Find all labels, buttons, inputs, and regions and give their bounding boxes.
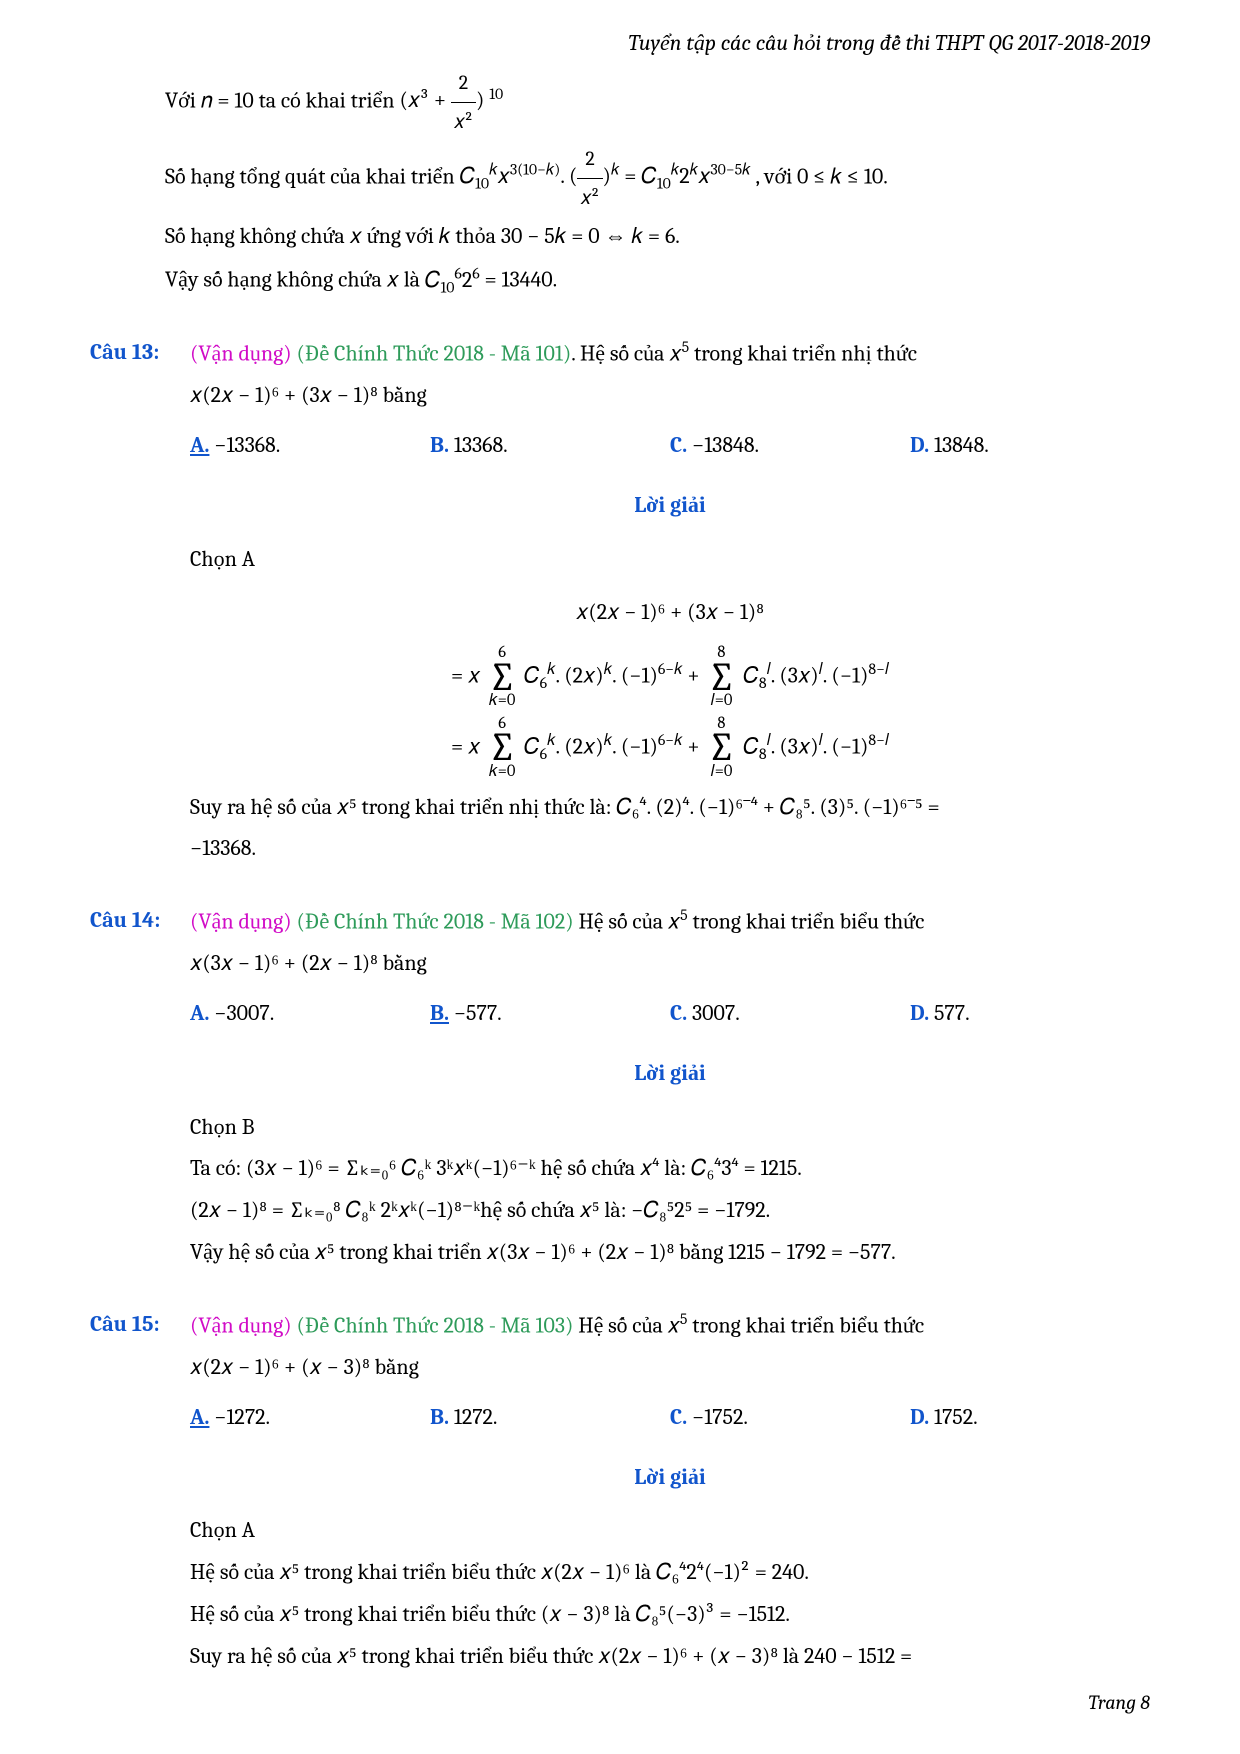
opt-text: 577. xyxy=(934,1000,970,1026)
option-a[interactable]: A. −1272. xyxy=(190,1397,430,1439)
text: Hệ số của 𝑥 xyxy=(574,908,680,934)
options: A. −1272. B. 1272. C. −1752. D. 1752. xyxy=(190,1397,1150,1439)
opt-text: −13848. xyxy=(692,432,759,458)
sol-line-3: Vậy hệ số của 𝑥⁵ trong khai triển 𝑥(3𝑥 −… xyxy=(190,1232,1150,1274)
option-b[interactable]: B. 13368. xyxy=(430,425,670,467)
text: Với 𝑛 = 10 ta có khai triển xyxy=(165,87,399,113)
math-expr: (𝑥³ + 2𝑥²) xyxy=(399,87,489,113)
question-body: (Vận dụng) (Đề Chính Thức 2018 - Mã 102)… xyxy=(190,900,1150,1274)
opt-text: 1752. xyxy=(934,1404,978,1430)
text: trong khai triển biểu thức xyxy=(687,1312,924,1338)
display-math-1: 𝑥(2𝑥 − 1)⁶ + (3𝑥 − 1)⁸ xyxy=(190,586,1150,639)
text: Hệ số của 𝑥 xyxy=(573,1312,679,1338)
option-d[interactable]: D. 1752. xyxy=(910,1397,1150,1439)
solution-heading: Lời giải xyxy=(190,1457,1150,1499)
option-b[interactable]: B. 1272. xyxy=(430,1397,670,1439)
opt-text: −1752. xyxy=(692,1404,748,1430)
text: Số hạng tổng quát của khai triển xyxy=(165,163,460,189)
option-d[interactable]: D. 13848. xyxy=(910,425,1150,467)
conclusion-1: Suy ra hệ số của 𝑥⁵ trong khai triển nhị… xyxy=(190,787,1150,829)
sol-line-1: Ta có: (3𝑥 − 1)⁶ = ∑ₖ₌₀⁶ 𝐶₆ᵏ 3ᵏ𝑥ᵏ(−1)⁶⁻ᵏ… xyxy=(190,1148,1150,1190)
option-c[interactable]: C. −1752. xyxy=(670,1397,910,1439)
opt-text: −577. xyxy=(454,1000,502,1026)
level-tag: (Vận dụng) xyxy=(190,1312,292,1338)
question-body: (Vận dụng) (Đề Chính Thức 2018 - Mã 101)… xyxy=(190,332,1150,870)
source-tag: (Đề Chính Thức 2018 - Mã 102) xyxy=(297,908,574,934)
sol-line-1: Hệ số của 𝑥⁵ trong khai triển biểu thức … xyxy=(190,1552,1150,1594)
math-expr: 𝐶10626 xyxy=(425,267,480,293)
option-a[interactable]: A. −13368. xyxy=(190,425,430,467)
exp5: 5 xyxy=(680,906,688,924)
text: . Hệ số của 𝑥 xyxy=(571,340,681,366)
opt-text: 1272. xyxy=(454,1404,498,1430)
question-13: Câu 13: (Vận dụng) (Đề Chính Thức 2018 -… xyxy=(90,332,1150,870)
answer-choice: Chọn A xyxy=(190,1510,1150,1552)
source-tag: (Đề Chính Thức 2018 - Mã 103) xyxy=(297,1312,574,1338)
question-eq: 𝑥(2𝑥 − 1)⁶ + (3𝑥 − 1)⁸ bằng xyxy=(190,375,1150,417)
level-tag: (Vận dụng) xyxy=(190,908,292,934)
source-tag: (Đề Chính Thức 2018 - Mã 101) xyxy=(297,340,572,366)
display-math-2: = 𝑥 6∑𝑘=0 𝐶6𝑘. (2𝑥)𝑘. (−1)6−𝑘 + 8∑𝑙=0 𝐶8… xyxy=(190,645,1150,710)
opt-text: 3007. xyxy=(692,1000,740,1026)
option-c[interactable]: C. 3007. xyxy=(670,993,910,1035)
sol-line-2: Hệ số của 𝑥⁵ trong khai triển biểu thức … xyxy=(190,1594,1150,1636)
intro-solution: Với 𝑛 = 10 ta có khai triển (𝑥³ + 2𝑥²) 1… xyxy=(165,64,1150,302)
sol-line-3: Suy ra hệ số của 𝑥⁵ trong khai triển biể… xyxy=(190,1636,1150,1678)
question-eq: 𝑥(3𝑥 − 1)⁶ + (2𝑥 − 1)⁸ bằng xyxy=(190,943,1150,985)
solution-heading: Lời giải xyxy=(190,1053,1150,1095)
sol-line-2: (2𝑥 − 1)⁸ = ∑ₖ₌₀⁸ 𝐶₈ᵏ 2ᵏ𝑥ᵏ(−1)⁸⁻ᵏhệ số c… xyxy=(190,1190,1150,1232)
opt-text: −1272. xyxy=(214,1404,270,1430)
solution-heading: Lời giải xyxy=(190,485,1150,527)
exponent: 10 xyxy=(489,85,503,103)
exp5: 5 xyxy=(682,338,690,356)
answer-choice: Chọn A xyxy=(190,539,1150,581)
options: A. −3007. B. −577. C. 3007. D. 577. xyxy=(190,993,1150,1035)
conclusion-2: −13368. xyxy=(190,828,1150,870)
question-label: Câu 14: xyxy=(90,900,190,942)
question-eq: 𝑥(2𝑥 − 1)⁶ + (𝑥 − 3)⁸ bằng xyxy=(190,1347,1150,1389)
footer-text: Trang 8 xyxy=(1088,1691,1150,1714)
opt-text: −13368. xyxy=(214,432,280,458)
question-body: (Vận dụng) (Đề Chính Thức 2018 - Mã 103)… xyxy=(190,1304,1150,1678)
intro-line-2: Số hạng tổng quát của khai triển 𝐶10𝑘𝑥3(… xyxy=(165,140,1150,216)
question-label: Câu 15: xyxy=(90,1304,190,1346)
options: A. −13368. B. 13368. C. −13848. D. 13848… xyxy=(190,425,1150,467)
question-label: Câu 13: xyxy=(90,332,190,374)
intro-line-1: Với 𝑛 = 10 ta có khai triển (𝑥³ + 2𝑥²) 1… xyxy=(165,64,1150,140)
question-15: Câu 15: (Vận dụng) (Đề Chính Thức 2018 -… xyxy=(90,1304,1150,1678)
opt-text: −3007. xyxy=(214,1000,274,1026)
intro-line-3: Số hạng không chứa 𝑥 ứng với 𝑘 thỏa 30 −… xyxy=(165,216,1150,258)
text: trong khai triển nhị thức xyxy=(689,340,917,366)
display-math-3: = 𝑥 6∑𝑘=0 𝐶6𝑘. (2𝑥)𝑘. (−1)6−𝑘 + 8∑𝑙=0 𝐶8… xyxy=(190,716,1150,781)
math-expr: 𝐶10𝑘𝑥3(10−𝑘). (2𝑥²)𝑘 = 𝐶10𝑘2𝑘𝑥30−5𝑘 xyxy=(460,163,756,189)
text: Vậy số hạng không chứa 𝑥 là xyxy=(165,267,425,293)
page: Tuyển tập các câu hỏi trong đề thi THPT … xyxy=(0,0,1240,1738)
option-b[interactable]: B. −577. xyxy=(430,993,670,1035)
page-footer: Trang 8 xyxy=(1088,1691,1150,1714)
text: trong khai triển biểu thức xyxy=(688,908,925,934)
text: = 13440. xyxy=(480,267,558,293)
page-header: Tuyển tập các câu hỏi trong đề thi THPT … xyxy=(90,30,1150,56)
opt-text: 13368. xyxy=(454,432,508,458)
level-tag: (Vận dụng) xyxy=(190,340,292,366)
option-a[interactable]: A. −3007. xyxy=(190,993,430,1035)
opt-text: 13848. xyxy=(934,432,989,458)
intro-line-4: Vậy số hạng không chứa 𝑥 là 𝐶10626 = 134… xyxy=(165,258,1150,302)
answer-choice: Chọn B xyxy=(190,1107,1150,1149)
option-c[interactable]: C. −13848. xyxy=(670,425,910,467)
text: , với 0 ≤ 𝑘 ≤ 10. xyxy=(755,163,887,189)
option-d[interactable]: D. 577. xyxy=(910,993,1150,1035)
question-14: Câu 14: (Vận dụng) (Đề Chính Thức 2018 -… xyxy=(90,900,1150,1274)
